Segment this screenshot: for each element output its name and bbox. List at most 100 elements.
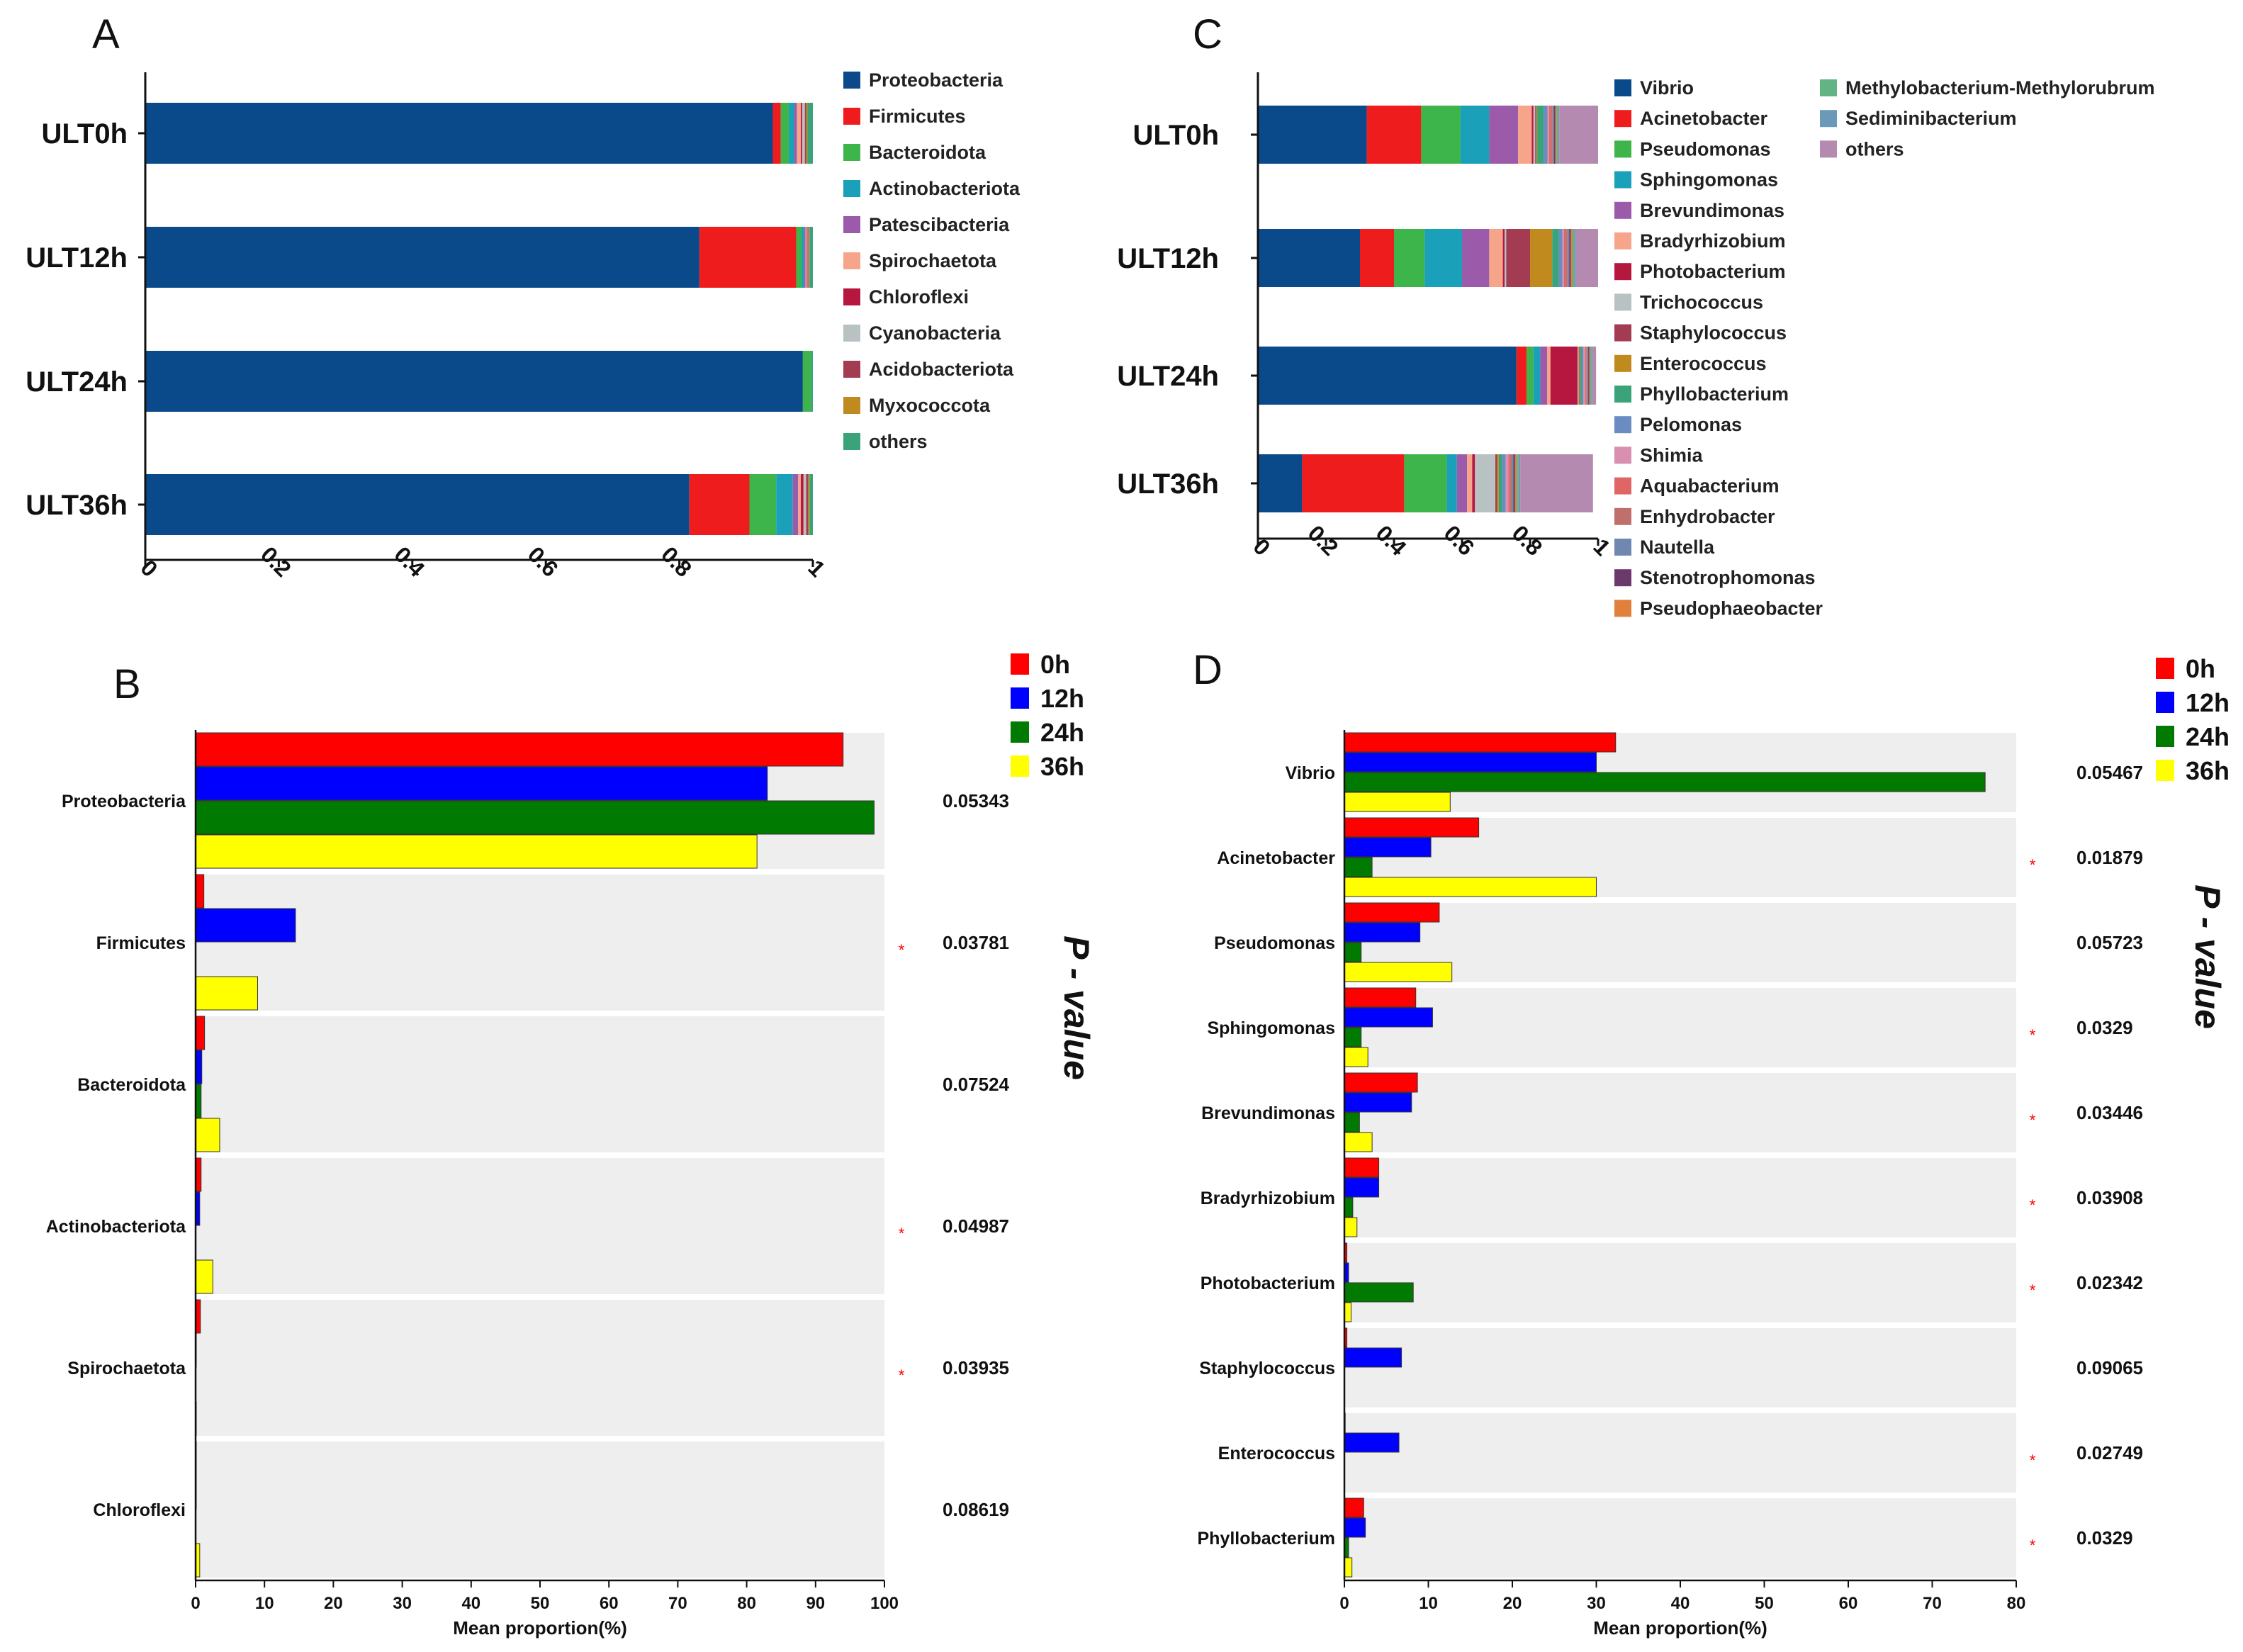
bar-segment-actinobacteriota-ult0h [789, 103, 794, 164]
legend-swatch-spirochaetota [843, 252, 860, 269]
bar-segment-staphylococcus-ult12h [1506, 229, 1530, 287]
bar-12h-sphingomonas [1344, 1007, 1433, 1028]
bar-segment-staphylococcus-ult0h [1535, 106, 1536, 164]
bar-segment-bacteroidota-ult36h [749, 474, 777, 535]
bar-36h-brevundimonas [1344, 1132, 1373, 1152]
bar-segment-trichococcus-ult12h [1505, 229, 1507, 287]
bar-segment-trichococcus-ult36h [1475, 454, 1496, 512]
p-value-bradyrhizobium: 0.03908 [2076, 1187, 2143, 1208]
bar-0h-vibrio [1344, 732, 1617, 753]
p-value-photobacterium: 0.02342 [2076, 1272, 2143, 1293]
bar-0h-pseudomonas [1344, 902, 1440, 923]
category-band-photobacterium [1344, 1243, 2016, 1322]
legend-swatch-pelomonas [1614, 416, 1631, 434]
panel-b-x-axis-title: Mean proportion(%) [453, 1617, 627, 1639]
bar-36h-vibrio [1344, 792, 1451, 812]
x-tick-label: 20 [1503, 1594, 1522, 1613]
bar-segment-nautella-ult24h [1587, 347, 1589, 405]
legend-label-nautella: Nautella [1640, 536, 1715, 558]
panel-b-p-value-title: P - value [1057, 935, 1096, 1080]
legend-label-36h: 36h [2186, 756, 2230, 785]
legend-label-photobacterium: Photobacterium [1640, 261, 1786, 282]
p-value-sphingomonas: 0.0329 [2076, 1017, 2133, 1038]
legend-swatch-proteobacteria [843, 72, 860, 89]
bar-segment-sediminibacterium-ult24h [1591, 347, 1592, 405]
bar-segment-acidobacteriota-ult12h [808, 227, 809, 288]
legend-swatch-acinetobacter [1614, 110, 1631, 128]
legend-label-24h: 24h [2186, 722, 2230, 751]
legend-label-brevundimonas: Brevundimonas [1640, 200, 1784, 221]
category-label-firmicutes: Firmicutes [96, 933, 186, 953]
bar-segment-pelomonas-ult0h [1544, 106, 1548, 164]
legend-swatch-phyllobacterium [1614, 386, 1631, 403]
legend-label-0h: 0h [1040, 650, 1070, 679]
bar-segment-others-ult0h [807, 103, 813, 164]
p-value-pseudomonas: 0.05723 [2076, 932, 2143, 953]
x-tick-label: 0.2 [256, 541, 296, 582]
bar-segment-pseudophaeobacter-ult0h [1555, 106, 1557, 164]
legend-label-12h: 12h [1040, 684, 1084, 713]
bar-segment-acidobacteriota-ult36h [806, 474, 809, 535]
legend-swatch-actinobacteriota [843, 180, 860, 197]
bar-segment-phyllobacterium-ult0h [1537, 106, 1544, 164]
bar-segment-nautella-ult36h [1512, 454, 1514, 512]
bar-segment-photobacterium-ult0h [1531, 106, 1534, 164]
bar-12h-enterococcus [1344, 1432, 1400, 1453]
legend-label-proteobacteria: Proteobacteria [869, 69, 1004, 91]
legend-swatch-cyanobacteria [843, 325, 860, 342]
x-tick-label: 0.4 [1371, 520, 1412, 561]
panel-c-label: C [1193, 11, 1222, 57]
legend-swatch-firmicutes [843, 108, 860, 125]
bar-segment-aquabacterium-ult12h [1564, 229, 1566, 287]
legend-label-pseudomonas: Pseudomonas [1640, 138, 1771, 159]
legend-swatch-brevundimonas [1614, 201, 1631, 219]
bar-36h-bacteroidota [195, 1118, 220, 1152]
bar-12h-bacteroidota [195, 1050, 203, 1084]
bar-segment-chloroflexi-ult12h [806, 227, 808, 288]
bar-36h-phyllobacterium [1344, 1557, 1353, 1578]
bar-segment-aquabacterium-ult24h [1585, 347, 1587, 405]
bar-segment-actinobacteriota-ult12h [801, 227, 804, 288]
bar-36h-acinetobacter [1344, 877, 1597, 897]
bar-segment-acidobacteriota-ult0h [804, 103, 806, 164]
bar-segment-stenotrophomonas-ult0h [1553, 106, 1556, 164]
bar-36h-actinobacteriota [195, 1259, 213, 1294]
bar-segment-phyllobacterium-ult12h [1552, 229, 1559, 287]
x-tick-label: 0 [1248, 534, 1275, 561]
bar-segment-stenotrophomonas-ult24h [1588, 347, 1590, 405]
panel-b-label: B [113, 661, 141, 707]
bar-segment-enhydrobacter-ult0h [1551, 106, 1553, 164]
x-tick-label: 0.8 [656, 541, 697, 582]
x-tick-label: 70 [1923, 1594, 1942, 1613]
legend-swatch-photobacterium [1614, 263, 1631, 281]
category-band-enterococcus [1344, 1413, 2016, 1493]
significance-marker: * [899, 1225, 905, 1242]
category-band-spirochaetota [196, 1300, 884, 1436]
bar-segment-pelomonas-ult36h [1502, 454, 1506, 512]
bar-segment-sphingomonas-ult12h [1424, 229, 1462, 287]
significance-marker: * [2030, 1281, 2036, 1299]
x-tick-label: 10 [1419, 1594, 1438, 1613]
legend-swatch-12h [2156, 692, 2174, 713]
panel-d-genus-comparison-chart: D 0 10 20 30 40 50 60 70 80 Vibrio Acinetobacter P… [1193, 647, 2230, 1639]
bar-segment-pelomonas-ult24h [1581, 347, 1584, 405]
legend-label-enterococcus: Enterococcus [1640, 353, 1767, 374]
bar-segment-firmicutes-ult36h [689, 474, 750, 535]
x-tick-label: 20 [324, 1594, 343, 1613]
bar-segment-enterococcus-ult12h [1530, 229, 1553, 287]
significance-marker: * [2030, 1451, 2036, 1469]
bar-segment-phyllobacterium-ult36h [1498, 454, 1502, 512]
bar-24h-photobacterium [1344, 1282, 1414, 1303]
legend-swatch-pseudophaeobacter [1614, 600, 1631, 617]
bar-0h-bacteroidota [195, 1016, 206, 1050]
bar-24h-pseudomonas [1344, 942, 1362, 962]
bar-segment-bacteroidota-ult0h [780, 103, 789, 164]
bar-segment-photobacterium-ult36h [1472, 454, 1475, 512]
bar-12h-pseudomonas [1344, 922, 1421, 943]
legend-label-pelomonas: Pelomonas [1640, 414, 1742, 435]
category-band-pseudomonas [1344, 903, 2016, 982]
bar-segment-sphingomonas-ult36h [1446, 454, 1457, 512]
category-band-phyllobacterium [1344, 1498, 2016, 1578]
bar-24h-vibrio [1344, 772, 1986, 792]
category-label-staphylococcus: Staphylococcus [1199, 1359, 1335, 1378]
